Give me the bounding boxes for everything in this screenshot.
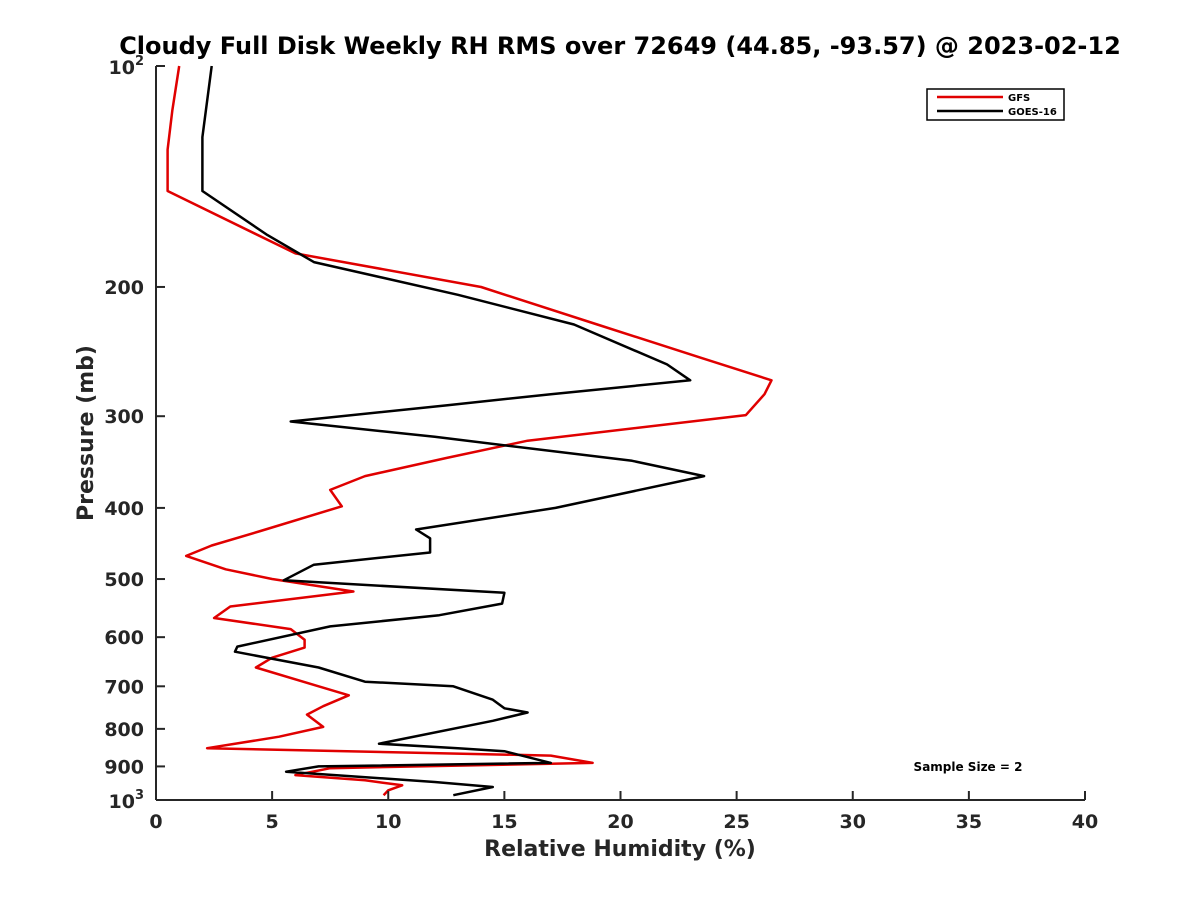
legend: GFS GOES-16 <box>926 88 1065 121</box>
x-tick-label: 15 <box>491 811 517 833</box>
y-tick-label: 900 <box>104 756 144 778</box>
x-tick-label: 0 <box>149 811 162 833</box>
y-tick-label: 700 <box>104 676 144 698</box>
y-axis-label: Pressure (mb) <box>74 345 99 521</box>
x-tick-label: 25 <box>723 811 749 833</box>
legend-label-gfs: GFS <box>1008 93 1030 104</box>
y-tick-label: 400 <box>104 498 144 520</box>
series-line-goes16 <box>201 65 706 797</box>
sample-size-annotation: Sample Size = 2 <box>914 760 1023 774</box>
legend-label-goes16: GOES-16 <box>1008 107 1057 118</box>
x-tick-label: 35 <box>956 811 982 833</box>
y-tick-label: 103 <box>109 788 145 813</box>
y-tick-exponent: 3 <box>135 788 144 803</box>
y-tick-base: 10 <box>109 57 135 79</box>
x-tick-label: 40 <box>1072 811 1098 833</box>
x-tick-label: 30 <box>840 811 866 833</box>
y-tick-label: 600 <box>104 627 144 649</box>
y-tick-base: 10 <box>109 791 135 813</box>
y-tick-label: 500 <box>104 569 144 591</box>
y-tick-label: 800 <box>104 719 144 741</box>
x-tick-label: 20 <box>607 811 633 833</box>
chart-title: Cloudy Full Disk Weekly RH RMS over 7264… <box>119 32 1121 60</box>
x-tick-label: 10 <box>375 811 401 833</box>
x-tick-label: 5 <box>266 811 279 833</box>
x-axis-label: Relative Humidity (%) <box>484 837 756 862</box>
legend-box <box>926 88 1065 121</box>
series-line-gfs <box>166 65 773 797</box>
plot-lines <box>166 65 773 797</box>
x-ticks: 0 5 10 15 20 25 30 35 40 <box>149 791 1098 833</box>
y-tick-label: 300 <box>104 406 144 428</box>
y-tick-exponent: 2 <box>135 54 144 69</box>
y-tick-label: 102 <box>109 54 145 79</box>
y-tick-label: 200 <box>104 277 144 299</box>
